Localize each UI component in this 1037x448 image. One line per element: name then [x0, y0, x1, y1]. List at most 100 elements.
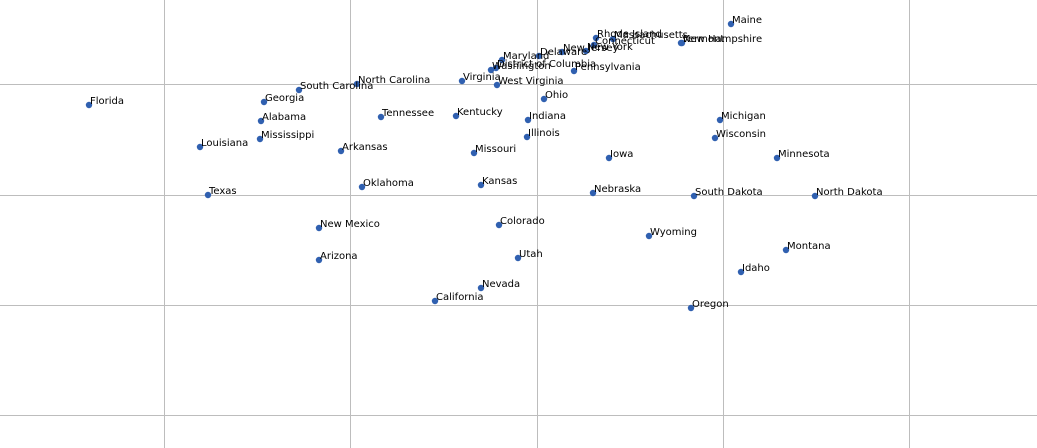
- point-label-illinois: Illinois: [528, 128, 560, 139]
- point-label-missouri: Missouri: [475, 144, 516, 155]
- point-label-south-dakota: South Dakota: [695, 187, 763, 198]
- point-kentucky: [452, 112, 460, 120]
- point-label-vermont: Vermont: [682, 34, 724, 45]
- point-label-connecticut: Connecticut: [595, 36, 655, 47]
- point-wisconsin: [711, 134, 719, 142]
- point-label-north-dakota: North Dakota: [816, 187, 883, 198]
- point-label-north-carolina: North Carolina: [358, 75, 430, 86]
- point-oregon: [687, 304, 695, 312]
- point-nebraska: [589, 189, 597, 197]
- point-label-nevada: Nevada: [482, 279, 520, 290]
- point-utah: [514, 254, 522, 262]
- point-label-tennessee: Tennessee: [381, 108, 434, 119]
- point-label-georgia: Georgia: [265, 93, 304, 104]
- point-south-dakota: [690, 192, 698, 200]
- point-label-rhode-island: Rhode Island: [597, 29, 662, 40]
- point-rhode-island: [592, 34, 600, 42]
- point-colorado: [495, 221, 503, 229]
- point-label-delaware: Delaware: [540, 47, 587, 58]
- point-nevada: [477, 284, 485, 292]
- point-label-minnesota: Minnesota: [778, 149, 830, 160]
- point-label-pennsylvania: Pennsylvania: [575, 62, 641, 73]
- point-label-idaho: Idaho: [742, 263, 770, 274]
- point-north-dakota: [811, 192, 819, 200]
- point-indiana: [524, 116, 532, 124]
- point-arizona: [315, 256, 323, 264]
- point-michigan: [716, 116, 724, 124]
- point-wyoming: [645, 232, 653, 240]
- point-label-new-hampshire: New Hampshire: [683, 34, 762, 45]
- point-florida: [85, 101, 93, 109]
- point-label-alabama: Alabama: [262, 112, 306, 123]
- point-label-montana: Montana: [787, 241, 831, 252]
- point-label-wisconsin: Wisconsin: [716, 129, 766, 140]
- point-iowa: [605, 154, 613, 162]
- point-montana: [782, 246, 790, 254]
- point-pennsylvania: [570, 67, 578, 75]
- point-label-ohio: Ohio: [545, 90, 568, 101]
- point-texas: [204, 191, 212, 199]
- point-minnesota: [773, 154, 781, 162]
- point-label-maine: Maine: [732, 15, 762, 26]
- point-label-new-jersey: New Jersey: [563, 43, 619, 54]
- point-connecticut: [590, 41, 598, 49]
- point-delaware: [535, 52, 543, 60]
- point-louisiana: [196, 143, 204, 151]
- point-maryland: [498, 56, 506, 64]
- point-label-arkansas: Arkansas: [342, 142, 388, 153]
- point-massachusetts: [609, 35, 617, 43]
- point-illinois: [523, 133, 531, 141]
- point-california: [431, 297, 439, 305]
- point-missouri: [470, 149, 478, 157]
- point-arkansas: [337, 147, 345, 155]
- point-label-new-york: New York: [587, 42, 633, 53]
- point-label-michigan: Michigan: [721, 111, 766, 122]
- point-new-mexico: [315, 224, 323, 232]
- point-maine: [727, 20, 735, 28]
- point-label-florida: Florida: [90, 96, 124, 107]
- point-idaho: [737, 268, 745, 276]
- point-label-oregon: Oregon: [692, 299, 729, 310]
- point-washington: [487, 66, 495, 74]
- point-label-oklahoma: Oklahoma: [363, 178, 414, 189]
- point-label-new-mexico: New Mexico: [320, 219, 380, 230]
- point-label-district-of-columbia: District of Columbia: [497, 59, 596, 70]
- points-layer: [85, 20, 819, 312]
- point-label-maryland: Maryland: [503, 51, 549, 62]
- point-label-mississippi: Mississippi: [261, 130, 314, 141]
- point-georgia: [260, 98, 268, 106]
- point-label-nebraska: Nebraska: [594, 184, 641, 195]
- point-new-jersey: [558, 48, 566, 56]
- point-label-texas: Texas: [208, 186, 237, 197]
- point-south-carolina: [295, 86, 303, 94]
- point-label-indiana: Indiana: [529, 111, 566, 122]
- point-label-west-virginia: West Virginia: [498, 76, 563, 87]
- point-west-virginia: [493, 81, 501, 89]
- point-label-kentucky: Kentucky: [457, 107, 503, 118]
- point-label-louisiana: Louisiana: [201, 138, 248, 149]
- point-label-kansas: Kansas: [482, 176, 517, 187]
- point-tennessee: [377, 113, 385, 121]
- point-ohio: [540, 95, 548, 103]
- point-north-carolina: [353, 80, 361, 88]
- point-label-california: California: [436, 292, 484, 303]
- point-label-washington: Washington: [492, 61, 551, 72]
- point-vermont: [677, 39, 685, 47]
- point-label-south-carolina: South Carolina: [300, 81, 373, 92]
- point-label-wyoming: Wyoming: [650, 227, 697, 238]
- point-label-massachusetts: Massachusetts: [614, 30, 688, 41]
- point-new-york: [582, 47, 590, 55]
- point-virginia: [458, 77, 466, 85]
- point-mississippi: [256, 135, 264, 143]
- point-alabama: [257, 117, 265, 125]
- point-label-colorado: Colorado: [500, 216, 545, 227]
- point-kansas: [477, 181, 485, 189]
- point-oklahoma: [358, 183, 366, 191]
- point-label-utah: Utah: [519, 249, 543, 260]
- labels-layer: Maine New HampshireVermontMassachusettsRh…: [90, 15, 883, 310]
- point-label-virginia: Virginia: [463, 72, 501, 83]
- point-district-of-columbia: [492, 64, 500, 72]
